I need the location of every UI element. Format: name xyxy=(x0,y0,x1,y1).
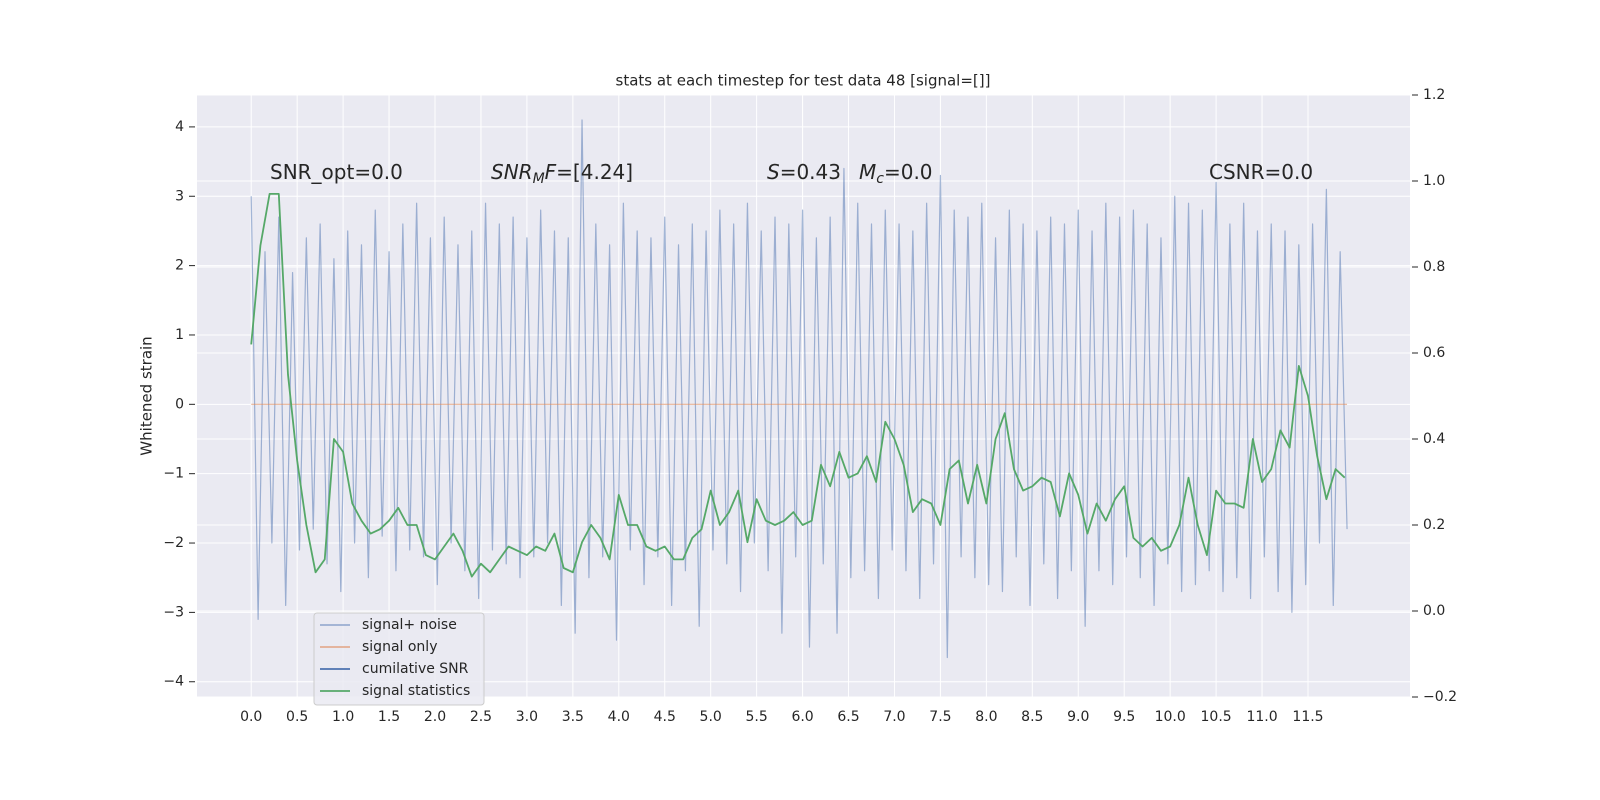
y-tick-label: −2 xyxy=(163,535,184,551)
x-tick-label: 10.5 xyxy=(1201,709,1232,725)
annotation-text: =0.43 xyxy=(780,160,841,184)
legend-label: cumilative SNR xyxy=(362,661,469,677)
annotation: S=0.43 xyxy=(767,160,841,184)
y-tick-label: 1 xyxy=(175,327,184,343)
x-tick-label: 4.5 xyxy=(654,709,676,725)
annotation-text: c xyxy=(876,171,884,187)
legend-box xyxy=(313,612,485,706)
x-tick-label: 9.0 xyxy=(1067,709,1089,725)
x-tick-label: 10.0 xyxy=(1155,709,1186,725)
annotation: SNRMF=[4.24] xyxy=(491,160,633,188)
y-tick-label: −4 xyxy=(163,674,184,690)
x-tick-label: 11.5 xyxy=(1292,709,1323,725)
y2-tick-label: 0.2 xyxy=(1423,517,1445,533)
series-line xyxy=(250,193,1346,578)
x-tick-label: 11.0 xyxy=(1246,709,1277,725)
y2-tick-label: 0.6 xyxy=(1423,345,1445,361)
annotation-text: M xyxy=(859,160,876,184)
y-axis-label: Whitened strain xyxy=(138,336,156,455)
y-tick-label: 2 xyxy=(175,258,184,274)
y2-tick-label: 0.0 xyxy=(1423,603,1445,619)
annotation-text: M xyxy=(533,171,545,187)
annotation: CSNR=0.0 xyxy=(1209,160,1313,184)
x-tick-label: 0.0 xyxy=(240,709,262,725)
annotation-text: =[4.24] xyxy=(556,160,633,184)
legend-label: signal statistics xyxy=(362,683,470,699)
annotation-text: S xyxy=(767,160,780,184)
x-tick-label: 6.5 xyxy=(837,709,859,725)
x-tick-label: 3.5 xyxy=(562,709,584,725)
x-tick-label: 4.0 xyxy=(608,709,630,725)
x-tick-label: 2.0 xyxy=(424,709,446,725)
legend: signal+ noise signal only cumilative SNR si… xyxy=(313,612,485,706)
y-tick-label: 0 xyxy=(175,396,184,412)
x-tick-label: 0.5 xyxy=(286,709,308,725)
y2-tick-label: −0.2 xyxy=(1423,689,1457,705)
x-tick-label: 8.0 xyxy=(975,709,997,725)
y2-tick-label: 0.8 xyxy=(1423,259,1445,275)
y2-tick-label: 0.4 xyxy=(1423,431,1445,447)
x-tick-label: 5.0 xyxy=(700,709,722,725)
chart-title: stats at each timestep for test data 48 … xyxy=(616,72,991,90)
annotation-text: F xyxy=(545,160,557,184)
annotation-text: CSNR=0.0 xyxy=(1209,160,1313,184)
annotation: SNR_opt=0.0 xyxy=(270,160,403,184)
series-line xyxy=(250,119,1348,659)
y2-tick-label: 1.0 xyxy=(1423,173,1445,189)
x-tick-label: 2.5 xyxy=(470,709,492,725)
x-tick-label: 6.0 xyxy=(791,709,813,725)
x-tick-label: 8.5 xyxy=(1021,709,1043,725)
x-tick-label: 9.5 xyxy=(1113,709,1135,725)
legend-label: signal only xyxy=(362,639,437,655)
x-tick-label: 1.0 xyxy=(332,709,354,725)
x-tick-label: 7.5 xyxy=(929,709,951,725)
y-tick-label: −3 xyxy=(163,604,184,620)
x-tick-label: 3.0 xyxy=(516,709,538,725)
annotation-text: SNR xyxy=(491,160,533,184)
y-tick-label: 3 xyxy=(175,188,184,204)
y-tick-label: 4 xyxy=(175,119,184,135)
annotation: Mc=0.0 xyxy=(859,160,933,188)
x-tick-label: 5.5 xyxy=(746,709,768,725)
legend-label: signal+ noise xyxy=(362,617,457,633)
x-tick-label: 1.5 xyxy=(378,709,400,725)
y2-tick-label: 1.2 xyxy=(1423,87,1445,103)
x-tick-label: 7.0 xyxy=(883,709,905,725)
y-tick-label: −1 xyxy=(163,466,184,482)
annotation-text: =0.0 xyxy=(884,160,933,184)
lines xyxy=(250,119,1348,659)
annotation-text: SNR_opt=0.0 xyxy=(270,160,403,184)
